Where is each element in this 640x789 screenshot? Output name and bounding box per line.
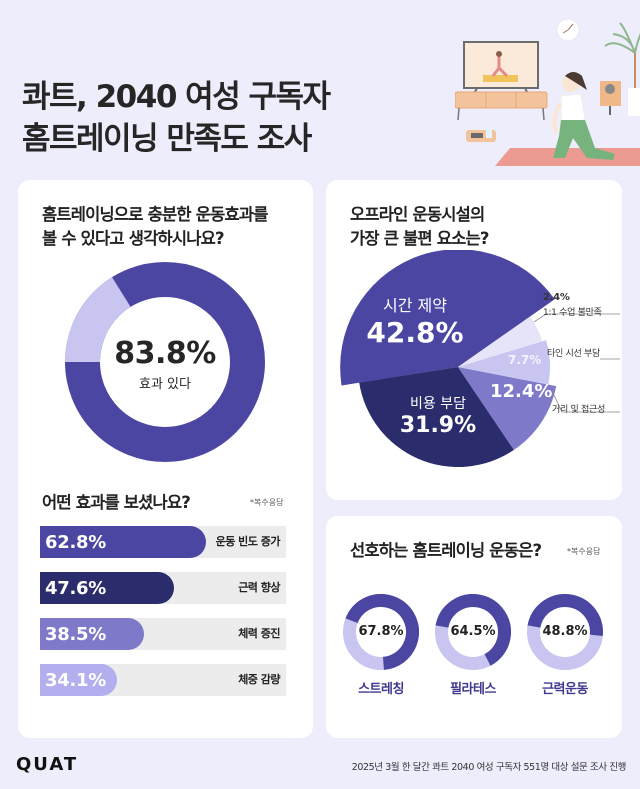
bar-label: 체력 증진: [238, 627, 280, 640]
page-title: 콰트, 2040 여성 구독자 홈트레이닝 만족도 조사: [22, 76, 331, 160]
donut-label: 필라테스: [450, 682, 496, 697]
home-workout-illustration: [455, 18, 640, 166]
pie-slice-gaze: [458, 340, 551, 385]
pie-slice-time: [340, 250, 555, 386]
donut-chart-stretching: [343, 594, 419, 670]
slice-value: 42.8%: [366, 316, 464, 349]
donut-center-label: 83.8% 효과 있다: [65, 336, 265, 393]
question-effectiveness: 홈트레이닝으로 충분한 운동효과를 볼 수 있다고 생각하시나요?: [42, 203, 268, 251]
slice-label: 비용 부담: [410, 396, 466, 412]
callout-value-oneonone: 2.4%: [543, 292, 570, 303]
card-preferred-workout: [326, 516, 622, 738]
bar-label: 체중 감량: [238, 673, 280, 686]
effects-bar-chart: 62.8% 운동 빈도 증가 47.6% 근력 향상 38.5% 체력 증진 3…: [40, 526, 286, 710]
bar-value: 38.5%: [45, 623, 106, 645]
pie-value-distance: 12.4%: [490, 381, 553, 402]
bar-row: 34.1% 체중 감량: [40, 664, 286, 696]
donut-label: 근력운동: [542, 682, 588, 697]
donut-segment-other: [65, 277, 132, 363]
donut-value: 64.5%: [450, 624, 496, 639]
pie-slice-distance: [458, 367, 557, 450]
donut-label: 스트레칭: [358, 682, 404, 697]
donut-chart-pilates: [435, 594, 511, 670]
bar-fill: 47.6%: [40, 572, 174, 604]
donut-strength: 48.8% 근력운동: [527, 594, 603, 697]
pie-slice-cost: [359, 367, 514, 467]
bar-value: 34.1%: [45, 669, 106, 691]
bar-label: 근력 향상: [238, 581, 280, 594]
bar-label: 운동 빈도 증가: [215, 535, 281, 548]
bar-fill: 34.1%: [40, 664, 117, 696]
question-inconvenience: 오프라인 운동시설의 가장 큰 불편 요소는?: [350, 203, 489, 251]
bar-value: 47.6%: [45, 577, 106, 599]
effectiveness-donut-chart: [65, 262, 265, 462]
donut-chart-strength: [527, 594, 603, 670]
pie-label-time: 시간 제약 42.8%: [360, 292, 470, 349]
donut-value: 48.8%: [542, 624, 588, 639]
title-line-2: 홈트레이닝 만족도 조사: [22, 121, 312, 157]
bar-row: 38.5% 체력 증진: [40, 618, 286, 650]
effectiveness-value: 83.8%: [114, 336, 216, 371]
multiple-response-note: *복수응답: [250, 498, 284, 507]
donut-value: 67.8%: [358, 624, 404, 639]
slice-value: 31.9%: [399, 413, 477, 438]
question-effects: 어떤 효과를 보셨나요?: [42, 493, 191, 512]
bar-row: 47.6% 근력 향상: [40, 572, 286, 604]
question-line-2: 가장 큰 불편 요소는?: [350, 229, 489, 248]
pie-slice-oneonone: [458, 316, 543, 367]
multiple-response-note: *복수응답: [567, 547, 601, 556]
bar-row: 62.8% 운동 빈도 증가: [40, 526, 286, 558]
pie-value-gaze: 7.7%: [508, 353, 542, 367]
donut-stretching: 67.8% 스트레칭: [343, 594, 419, 697]
inconvenience-pie-chart: [340, 250, 620, 467]
question-line-2: 볼 수 있다고 생각하시나요?: [42, 229, 225, 248]
callout-label-distance: 거리 및 접근성: [552, 405, 606, 415]
bar-fill: 38.5%: [40, 618, 144, 650]
slice-label: 시간 제약: [383, 296, 447, 315]
effectiveness-label: 효과 있다: [139, 377, 191, 392]
question-line-1: 오프라인 운동시설의: [350, 205, 485, 224]
survey-footnote: 2025년 3월 한 달간 콰트 2040 여성 구독자 551명 대상 설문 …: [351, 762, 627, 773]
callout-label-oneonone: 1:1 수업 불만족: [543, 308, 602, 318]
bar-fill: 62.8%: [40, 526, 206, 558]
donut-pilates: 64.5% 필라테스: [435, 594, 511, 697]
question-preferred-workout: 선호하는 홈트레이닝 운동은?: [350, 541, 542, 560]
pie-label-cost: 비용 부담 31.9%: [388, 393, 488, 438]
callout-label-gaze: 타인 시선 부담: [547, 349, 601, 359]
title-line-1: 콰트, 2040 여성 구독자: [22, 79, 331, 115]
bar-value: 62.8%: [45, 531, 106, 553]
question-line-1: 홈트레이닝으로 충분한 운동효과를: [42, 205, 268, 224]
brand-logo: QUAT: [16, 754, 79, 775]
